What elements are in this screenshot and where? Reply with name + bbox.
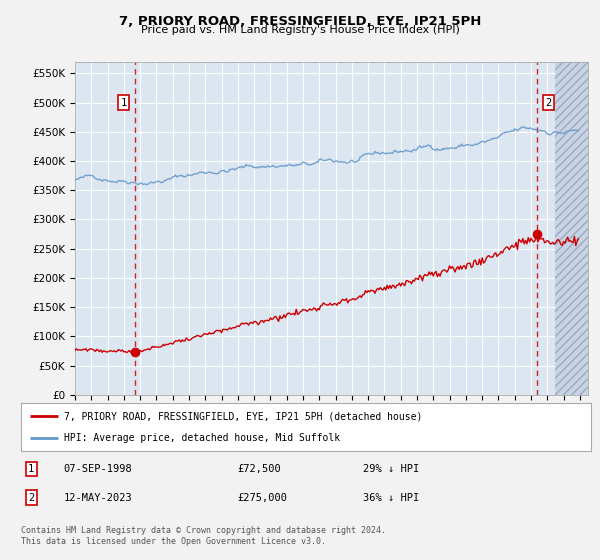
Text: Contains HM Land Registry data © Crown copyright and database right 2024.
This d: Contains HM Land Registry data © Crown c…: [21, 526, 386, 546]
Text: 1: 1: [121, 97, 127, 108]
Text: 7, PRIORY ROAD, FRESSINGFIELD, EYE, IP21 5PH: 7, PRIORY ROAD, FRESSINGFIELD, EYE, IP21…: [119, 15, 481, 28]
Text: 1: 1: [28, 464, 34, 474]
Text: HPI: Average price, detached house, Mid Suffolk: HPI: Average price, detached house, Mid …: [64, 433, 340, 443]
Text: 12-MAY-2023: 12-MAY-2023: [64, 493, 133, 503]
Text: 29% ↓ HPI: 29% ↓ HPI: [363, 464, 419, 474]
Text: 2: 2: [28, 493, 34, 503]
Text: 36% ↓ HPI: 36% ↓ HPI: [363, 493, 419, 503]
Text: Price paid vs. HM Land Registry's House Price Index (HPI): Price paid vs. HM Land Registry's House …: [140, 25, 460, 35]
Bar: [556, 62, 588, 395]
Text: 7, PRIORY ROAD, FRESSINGFIELD, EYE, IP21 5PH (detached house): 7, PRIORY ROAD, FRESSINGFIELD, EYE, IP21…: [64, 411, 422, 421]
Text: 2: 2: [545, 97, 551, 108]
Text: 07-SEP-1998: 07-SEP-1998: [64, 464, 133, 474]
Text: £72,500: £72,500: [238, 464, 281, 474]
Text: £275,000: £275,000: [238, 493, 287, 503]
